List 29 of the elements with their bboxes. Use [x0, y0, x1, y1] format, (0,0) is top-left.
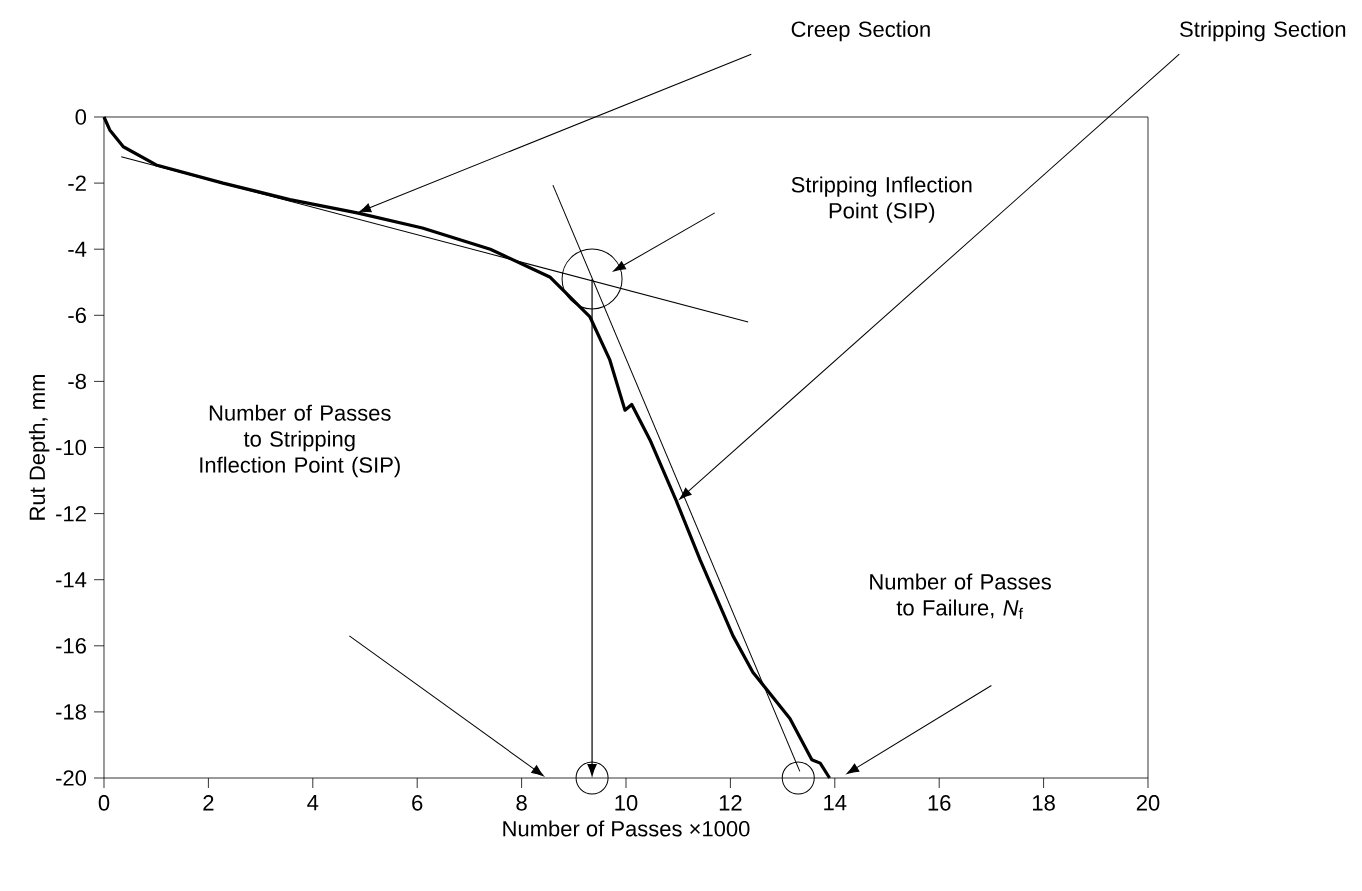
x-tick-label: 16 — [928, 795, 951, 811]
text: Stripping Section — [1180, 20, 1346, 42]
x-tick-label: 4 — [307, 795, 319, 811]
x-tick-label: 14 — [824, 795, 847, 811]
annotation: Stripping Inflection Point (SIP) — [791, 176, 972, 223]
annotation: Number of Passes to Failure, N$_{f}$ — [870, 573, 1051, 619]
y-tick-label: -8 — [68, 373, 86, 390]
y-axis-title: Rut Depth, mm — [28, 375, 50, 520]
x-tick-label: 20 — [1136, 795, 1160, 811]
annotation: Number of Passes to Stripping Inflection Point (SIP) — [200, 404, 400, 478]
x-axis-title: Number of Passes ×1000 — [503, 820, 750, 837]
y-tick-label: -14 — [56, 572, 87, 588]
y-tick-label: -12 — [56, 505, 86, 522]
y-tick-label: -16 — [56, 638, 86, 654]
y-tick-label: -20 — [56, 770, 87, 786]
y-tick-label: -2 — [68, 175, 86, 191]
x-tick-label: 10 — [615, 795, 638, 811]
x-tick-label: 18 — [1033, 795, 1055, 811]
x-tick-label: 12 — [719, 795, 742, 811]
x-tick-label: 0 — [98, 795, 110, 811]
x-tick-label: 8 — [516, 795, 527, 811]
x-tick-label: 2 — [203, 795, 214, 811]
text: Creep Section — [791, 20, 930, 42]
y-tick-label: -4 — [68, 241, 87, 257]
y-tick-label: -6 — [68, 307, 86, 324]
y-tick-label: 0 — [75, 109, 87, 125]
y-tick-label: -10 — [56, 439, 87, 456]
y-tick-label: -18 — [56, 704, 86, 720]
x-tick-label: 6 — [412, 795, 423, 811]
